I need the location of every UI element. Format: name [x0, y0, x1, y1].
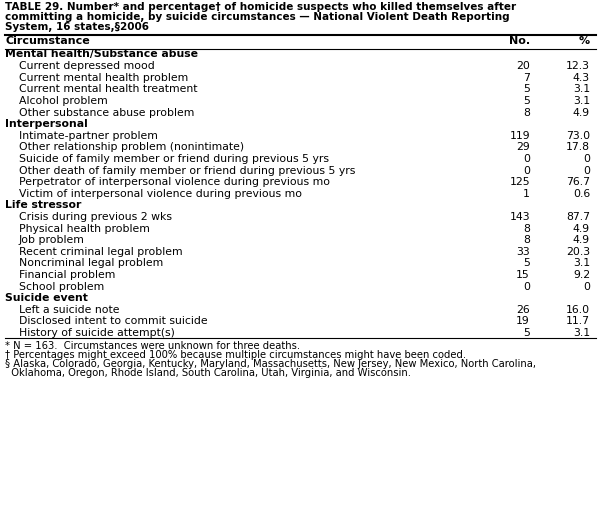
Text: 8: 8: [523, 107, 530, 118]
Text: Perpetrator of interpersonal violence during previous mo: Perpetrator of interpersonal violence du…: [19, 177, 330, 187]
Text: 4.9: 4.9: [573, 235, 590, 245]
Text: Recent criminal legal problem: Recent criminal legal problem: [19, 247, 183, 256]
Text: 0: 0: [523, 166, 530, 175]
Text: 16.0: 16.0: [566, 305, 590, 315]
Text: Job problem: Job problem: [19, 235, 85, 245]
Text: Other substance abuse problem: Other substance abuse problem: [19, 107, 194, 118]
Text: Oklahoma, Oregon, Rhode Island, South Carolina, Utah, Virginia, and Wisconsin.: Oklahoma, Oregon, Rhode Island, South Ca…: [5, 368, 411, 378]
Text: Noncriminal legal problem: Noncriminal legal problem: [19, 259, 163, 268]
Text: 3.1: 3.1: [573, 84, 590, 94]
Text: Intimate-partner problem: Intimate-partner problem: [19, 131, 158, 141]
Text: School problem: School problem: [19, 282, 104, 292]
Text: Physical health problem: Physical health problem: [19, 223, 150, 234]
Text: 33: 33: [516, 247, 530, 256]
Text: 1: 1: [523, 189, 530, 199]
Text: 0: 0: [523, 154, 530, 164]
Text: † Percentages might exceed 100% because multiple circumstances might have been c: † Percentages might exceed 100% because …: [5, 350, 466, 360]
Text: 20.3: 20.3: [566, 247, 590, 256]
Text: 4.9: 4.9: [573, 107, 590, 118]
Text: Interpersonal: Interpersonal: [5, 119, 88, 129]
Text: Mental health/Substance abuse: Mental health/Substance abuse: [5, 50, 198, 59]
Text: 0: 0: [583, 154, 590, 164]
Text: Disclosed intent to commit suicide: Disclosed intent to commit suicide: [19, 316, 207, 326]
Text: Crisis during previous 2 wks: Crisis during previous 2 wks: [19, 212, 172, 222]
Text: 3.1: 3.1: [573, 328, 590, 338]
Text: 9.2: 9.2: [573, 270, 590, 280]
Text: 5: 5: [523, 84, 530, 94]
Text: Left a suicide note: Left a suicide note: [19, 305, 120, 315]
Text: Suicide event: Suicide event: [5, 293, 88, 303]
Text: 0: 0: [583, 166, 590, 175]
Text: 4.9: 4.9: [573, 223, 590, 234]
Text: Suicide of family member or friend during previous 5 yrs: Suicide of family member or friend durin…: [19, 154, 329, 164]
Text: No.: No.: [509, 37, 530, 46]
Text: 8: 8: [523, 223, 530, 234]
Text: 15: 15: [516, 270, 530, 280]
Text: System, 16 states,§2006: System, 16 states,§2006: [5, 22, 149, 32]
Text: 5: 5: [523, 96, 530, 106]
Text: Other relationship problem (nonintimate): Other relationship problem (nonintimate): [19, 142, 244, 152]
Text: § Alaska, Colorado, Georgia, Kentucky, Maryland, Massachusetts, New Jersey, New : § Alaska, Colorado, Georgia, Kentucky, M…: [5, 359, 536, 369]
Text: 19: 19: [516, 316, 530, 326]
Text: 119: 119: [510, 131, 530, 141]
Text: Financial problem: Financial problem: [19, 270, 115, 280]
Text: 125: 125: [510, 177, 530, 187]
Text: 3.1: 3.1: [573, 96, 590, 106]
Text: Current depressed mood: Current depressed mood: [19, 61, 154, 71]
Text: Victim of interpersonal violence during previous mo: Victim of interpersonal violence during …: [19, 189, 302, 199]
Text: 17.8: 17.8: [566, 142, 590, 152]
Text: Circumstance: Circumstance: [5, 37, 90, 46]
Text: 0: 0: [523, 282, 530, 292]
Text: History of suicide attempt(s): History of suicide attempt(s): [19, 328, 175, 338]
Text: 5: 5: [523, 259, 530, 268]
Text: * N = 163.  Circumstances were unknown for three deaths.: * N = 163. Circumstances were unknown fo…: [5, 341, 300, 351]
Text: 5: 5: [523, 328, 530, 338]
Text: Other death of family member or friend during previous 5 yrs: Other death of family member or friend d…: [19, 166, 355, 175]
Text: 143: 143: [510, 212, 530, 222]
Text: committing a homicide, by suicide circumstances — National Violent Death Reporti: committing a homicide, by suicide circum…: [5, 12, 510, 22]
Text: Life stressor: Life stressor: [5, 200, 81, 211]
Text: 0: 0: [583, 282, 590, 292]
Text: 4.3: 4.3: [573, 73, 590, 83]
Text: 11.7: 11.7: [566, 316, 590, 326]
Text: Current mental health treatment: Current mental health treatment: [19, 84, 198, 94]
Text: Alcohol problem: Alcohol problem: [19, 96, 108, 106]
Text: 26: 26: [516, 305, 530, 315]
Text: 0.6: 0.6: [573, 189, 590, 199]
Text: 87.7: 87.7: [566, 212, 590, 222]
Text: TABLE 29. Number* and percentage† of homicide suspects who killed themselves aft: TABLE 29. Number* and percentage† of hom…: [5, 2, 516, 12]
Text: 73.0: 73.0: [566, 131, 590, 141]
Text: Current mental health problem: Current mental health problem: [19, 73, 188, 83]
Text: 29: 29: [516, 142, 530, 152]
Text: 20: 20: [516, 61, 530, 71]
Text: 3.1: 3.1: [573, 259, 590, 268]
Text: 76.7: 76.7: [566, 177, 590, 187]
Text: %: %: [579, 37, 590, 46]
Text: 12.3: 12.3: [566, 61, 590, 71]
Text: 8: 8: [523, 235, 530, 245]
Text: 7: 7: [523, 73, 530, 83]
